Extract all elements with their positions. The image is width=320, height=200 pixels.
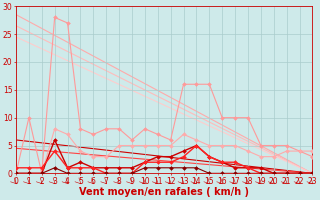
X-axis label: Vent moyen/en rafales ( km/h ): Vent moyen/en rafales ( km/h ) (79, 187, 249, 197)
